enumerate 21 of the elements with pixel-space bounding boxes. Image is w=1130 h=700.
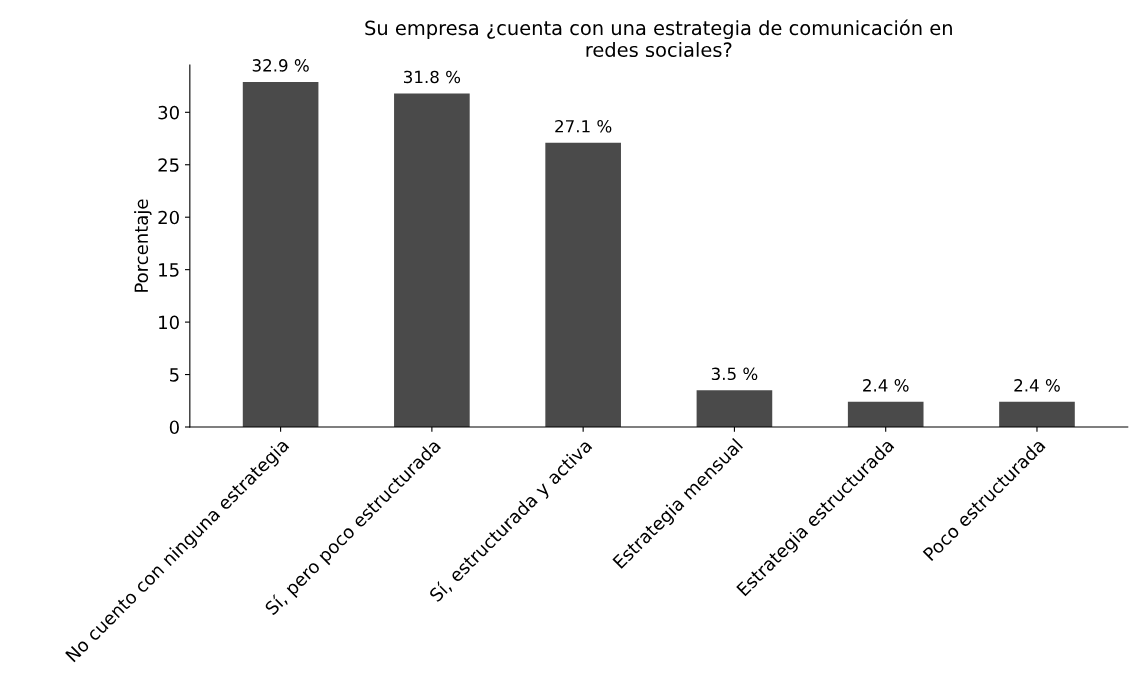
bar xyxy=(545,142,621,427)
data-label: 3.5 % xyxy=(711,367,758,381)
y-tick-label: 15 xyxy=(159,263,179,277)
y-axis-title: Porcentaje xyxy=(134,199,152,292)
y-tick-label: 25 xyxy=(158,158,179,172)
bar xyxy=(999,401,1075,427)
data-label: 2.4 % xyxy=(863,379,909,392)
y-tick-label: 10 xyxy=(159,315,179,330)
data-label: 31.8 % xyxy=(404,70,461,84)
data-label: 2.4 % xyxy=(1014,379,1060,392)
chart-title: Su empresa ¿cuenta con una estrategia de comunicación en redes sociales? xyxy=(365,19,952,58)
y-tick-label: 20 xyxy=(158,210,179,225)
y-tick-label: 5 xyxy=(170,368,179,382)
bar xyxy=(847,401,924,427)
data-label: 27.1 % xyxy=(555,119,612,133)
y-tick-label: 30 xyxy=(158,105,179,120)
data-label: 32.9 % xyxy=(252,59,309,72)
bar xyxy=(394,93,470,427)
y-tick-label: 0 xyxy=(169,420,179,435)
bar xyxy=(242,81,319,427)
bar xyxy=(696,390,773,427)
